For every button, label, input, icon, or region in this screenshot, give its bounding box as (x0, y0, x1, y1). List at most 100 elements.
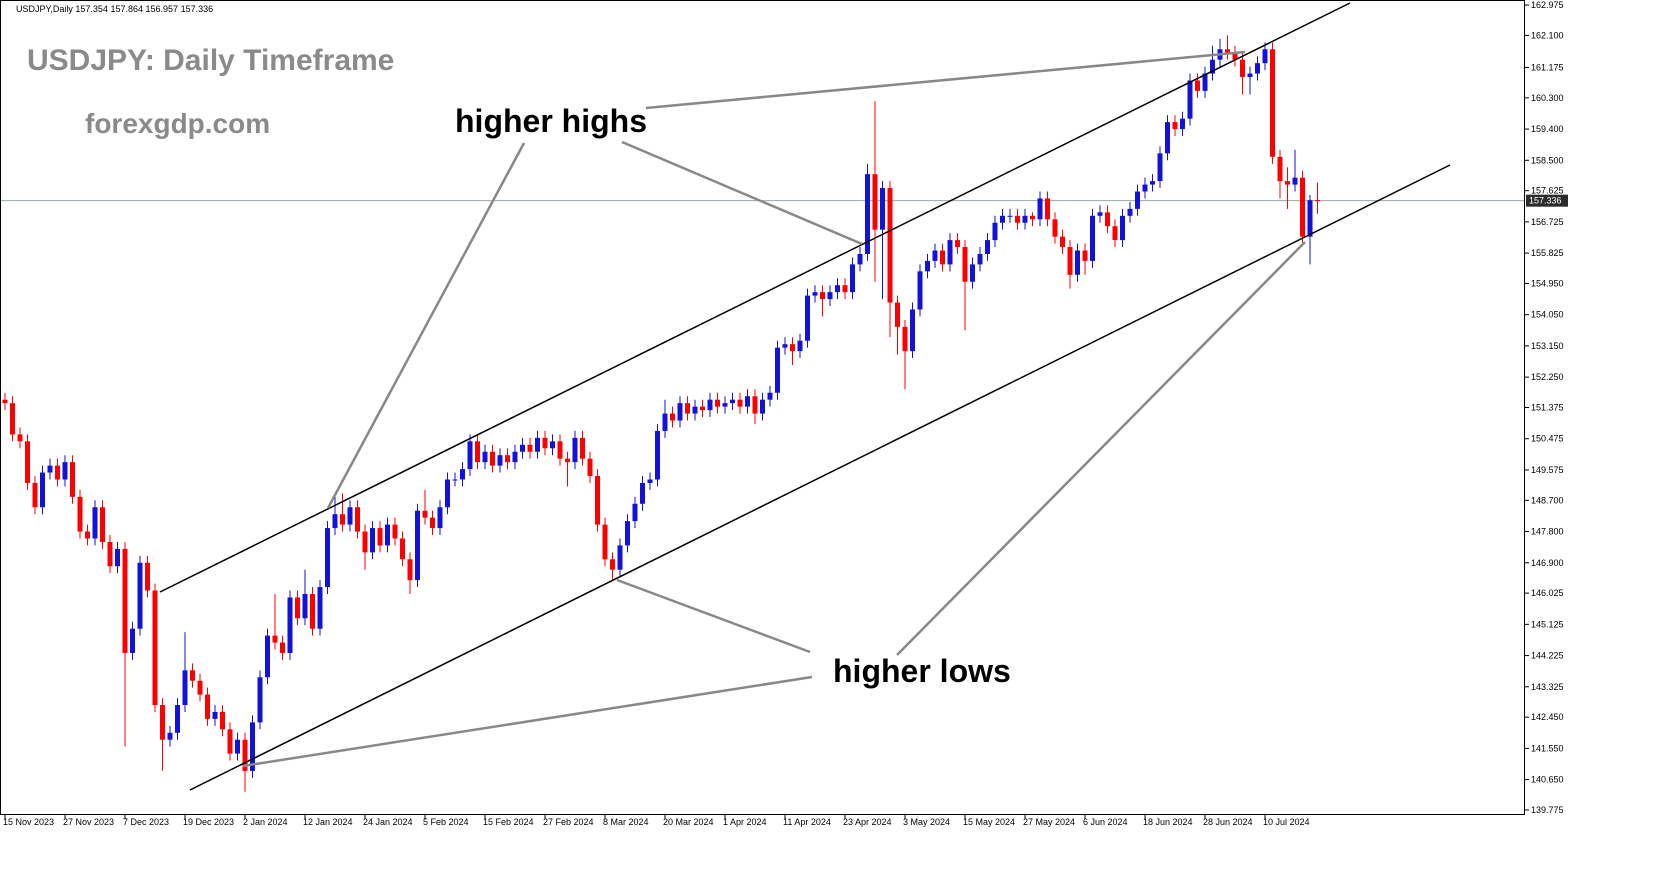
candle-body (1210, 59, 1215, 74)
y-tick-label: 149.575 (1531, 465, 1564, 475)
x-tick-label: 27 Feb 2024 (543, 817, 594, 827)
y-tick-label: 157.625 (1531, 186, 1564, 196)
plot-area (0, 35, 1525, 792)
y-tick-label: 142.450 (1531, 712, 1564, 722)
y-tick-label: 147.800 (1531, 527, 1564, 537)
candle-body (137, 562, 143, 629)
candle-body (842, 285, 848, 293)
candle-body (445, 479, 450, 508)
candle-body (760, 399, 765, 414)
candle-body (85, 531, 90, 539)
candle-body (820, 292, 825, 300)
candle-body (1165, 122, 1170, 154)
candle-body (355, 507, 360, 532)
y-tick-label: 141.550 (1531, 743, 1564, 753)
candle-body (430, 517, 435, 529)
candle-body (1187, 80, 1193, 119)
candle-body (790, 344, 795, 352)
candle-body (1075, 250, 1080, 275)
candle-body (1157, 153, 1163, 182)
candle-body (227, 729, 233, 754)
candle-body (160, 705, 165, 740)
candle-body (1315, 200, 1320, 202)
candle-body (452, 479, 458, 481)
candle-body (542, 437, 548, 449)
y-tick-label: 143.325 (1531, 682, 1564, 692)
candle-body (362, 531, 368, 553)
header-open: 157.354 (75, 4, 108, 14)
x-tick-label: 24 Jan 2024 (363, 817, 413, 827)
symbol: USDJPY,Daily (16, 4, 73, 14)
y-tick-label: 162.100 (1531, 30, 1564, 40)
candle-body (655, 430, 660, 480)
y-tick-label: 158.500 (1531, 155, 1564, 165)
candle-body (640, 482, 645, 504)
chart-subtitle: forexgdp.com (85, 108, 270, 139)
x-tick-label: 6 Jun 2024 (1083, 817, 1128, 827)
candle-body (407, 559, 413, 581)
candle-body (152, 590, 158, 706)
y-tick-label: 162.975 (1531, 0, 1564, 10)
candle-body (1142, 184, 1148, 192)
candle-body (677, 403, 683, 421)
candle-body (940, 250, 945, 265)
x-tick-label: 20 Mar 2024 (663, 817, 714, 827)
candle-body (182, 670, 188, 706)
candle-body (1045, 198, 1050, 220)
candle-body (340, 514, 345, 525)
candle-body (1120, 215, 1125, 241)
candle-body (692, 406, 698, 414)
y-tick-label: 156.725 (1531, 217, 1564, 227)
candle-body (1232, 52, 1238, 60)
candle-body (400, 538, 405, 560)
x-tick-label: 27 May 2024 (1023, 817, 1075, 827)
candle-body (385, 524, 390, 546)
candle-body (595, 476, 600, 525)
candle-body (347, 507, 353, 525)
pointer (645, 50, 1246, 110)
candle-body (437, 507, 443, 529)
candle-body (962, 247, 968, 282)
candle-body (737, 399, 743, 407)
candle-body (625, 521, 630, 546)
candle-body (662, 413, 668, 431)
x-tick-label: 10 Jul 2024 (1263, 817, 1310, 827)
candle-body (1135, 191, 1140, 209)
candle-body (985, 240, 990, 254)
candle-body (865, 174, 870, 254)
candle-body (910, 309, 915, 352)
candle-body (1127, 208, 1133, 216)
candle-body (1240, 59, 1245, 78)
candle-body (722, 403, 728, 407)
annotation: higher lows (833, 653, 1011, 689)
candle-body (265, 635, 270, 678)
y-tick-label: 145.125 (1531, 619, 1564, 629)
candle-body (2, 399, 8, 404)
candle-body (1180, 118, 1185, 130)
y-tick-label: 151.375 (1531, 403, 1564, 413)
candle-body (527, 444, 533, 452)
candle-body (1255, 63, 1260, 74)
y-tick-label: 153.150 (1531, 341, 1564, 351)
price-label-box (1526, 194, 1568, 207)
candle-body (617, 545, 623, 570)
candle-body (1225, 49, 1230, 53)
x-tick-label: 8 Mar 2024 (603, 817, 649, 827)
candle-body (1270, 49, 1275, 157)
candle-body (932, 250, 938, 261)
candle-body (1082, 250, 1088, 261)
candle-body (122, 548, 128, 653)
candle-body (1285, 181, 1290, 185)
candle-body (32, 482, 38, 508)
candle-body (130, 628, 135, 653)
candle-body (332, 514, 338, 529)
candle-body (205, 694, 210, 719)
pointer-lines (242, 50, 1306, 768)
pointer (896, 241, 1306, 656)
x-tick-label: 11 Apr 2024 (783, 817, 831, 827)
candle-body (370, 528, 375, 553)
candle-body (535, 437, 540, 452)
candle-body (1000, 215, 1005, 223)
pointer (621, 140, 863, 246)
